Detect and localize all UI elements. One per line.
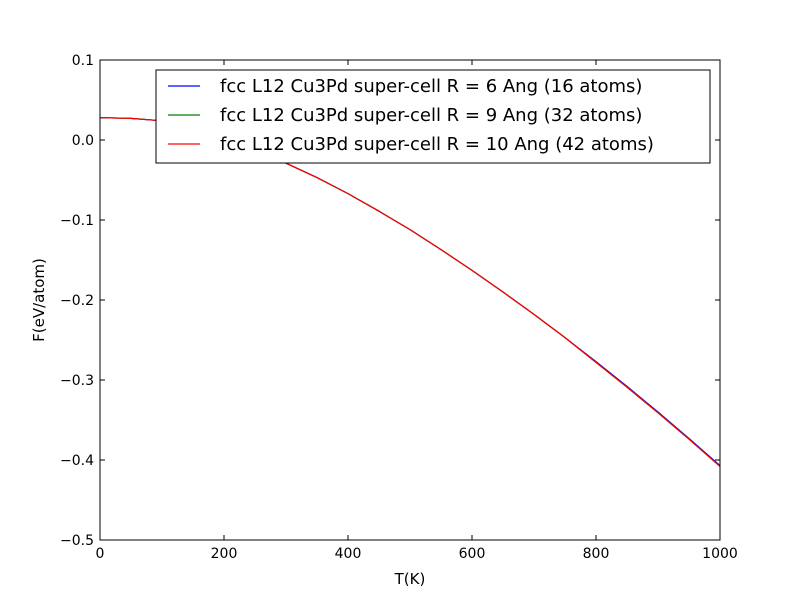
legend-label-3: fcc L12 Cu3Pd super-cell R = 10 Ang (42 … — [220, 134, 654, 155]
legend: fcc L12 Cu3Pd super-cell R = 6 Ang (16 a… — [155, 69, 711, 164]
x-tick-label: 800 — [583, 546, 610, 562]
y-tick-label: −0.1 — [60, 213, 94, 229]
x-tick-label: 200 — [211, 546, 238, 562]
x-tick-label: 600 — [459, 546, 486, 562]
x-tick-label: 1000 — [702, 546, 738, 562]
y-axis-label: F(eV/atom) — [30, 258, 48, 342]
y-tick-label: −0.4 — [60, 453, 94, 469]
y-tick-label: 0.0 — [72, 133, 94, 149]
legend-label-1: fcc L12 Cu3Pd super-cell R = 6 Ang (16 a… — [220, 76, 642, 97]
y-tick-label: −0.3 — [60, 373, 94, 389]
x-tick-label: 0 — [96, 546, 105, 562]
x-tick-label: 400 — [335, 546, 362, 562]
y-tick-label: −0.2 — [60, 293, 94, 309]
x-axis-label: T(K) — [394, 570, 426, 588]
y-tick-label: 0.1 — [72, 53, 94, 69]
axis-ticks: 0 200 400 600 800 1000 −0.5 −0.4 −0.3 −0.2 −0.1 0.0… — [60, 53, 738, 562]
legend-box — [155, 69, 711, 164]
legend-label-2: fcc L12 Cu3Pd super-cell R = 9 Ang (32 a… — [220, 105, 642, 126]
y-tick-label: −0.5 — [60, 533, 94, 549]
